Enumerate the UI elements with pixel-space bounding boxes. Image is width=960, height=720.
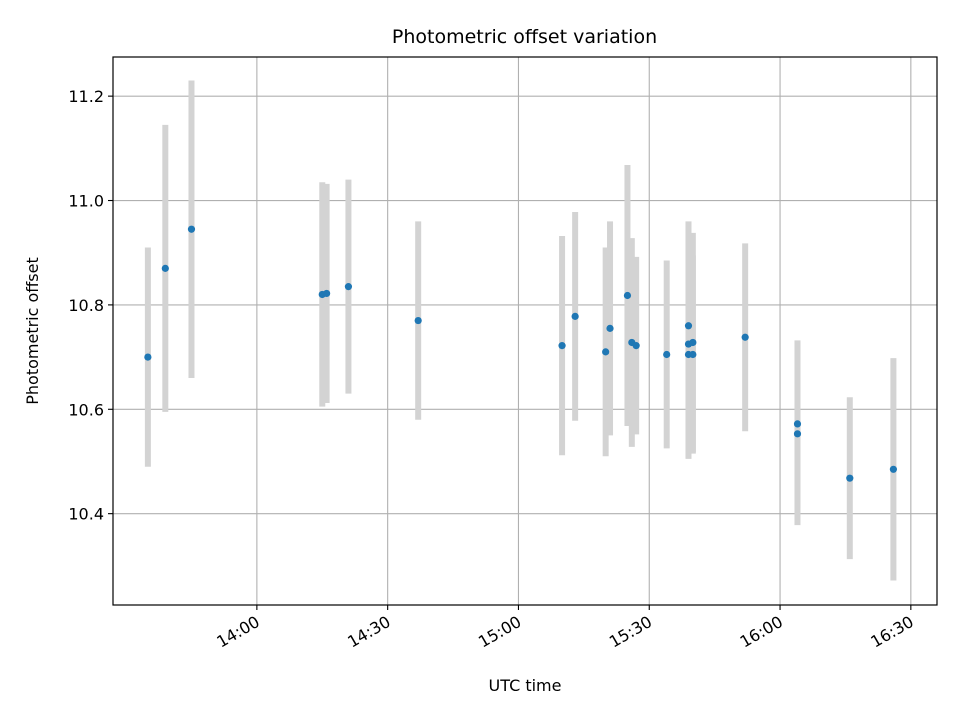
y-tick-label: 11.2 <box>68 87 104 106</box>
y-tick-label: 10.8 <box>68 296 104 315</box>
data-point <box>632 342 640 350</box>
axis-ticks: 14:00 14:30 15:00 15:30 16:00 16:30 10.4 10.6 10… <box>68 87 916 651</box>
x-tick-label: 14:30 <box>344 612 393 652</box>
data-point <box>846 474 854 482</box>
data-point <box>414 316 422 325</box>
data-point <box>741 333 749 341</box>
data-point <box>161 264 169 272</box>
data-point <box>558 342 566 350</box>
data-point <box>144 353 152 361</box>
data-point <box>684 322 693 330</box>
data-point <box>689 350 697 359</box>
data-point <box>344 283 353 291</box>
x-axis-label: UTC time <box>489 676 562 695</box>
y-axis-label: Photometric offset <box>23 257 42 405</box>
data-point <box>793 430 802 438</box>
data-point <box>793 420 802 428</box>
data-point <box>571 312 579 320</box>
x-tick-label: 16:30 <box>867 612 916 652</box>
data-point <box>689 338 697 347</box>
data-point <box>663 350 671 359</box>
x-tick-label: 14:00 <box>213 612 262 652</box>
plot-frame <box>112 56 938 606</box>
y-tick-label: 10.4 <box>68 505 104 524</box>
data-point <box>606 324 614 332</box>
grid-lines <box>113 57 937 605</box>
data-point <box>889 465 898 473</box>
chart-title: Photometric offset variation <box>392 26 657 48</box>
x-tick-label: 15:30 <box>606 612 655 652</box>
data-point <box>187 225 196 233</box>
data-point <box>602 348 610 356</box>
data-points <box>144 225 898 482</box>
x-tick-label: 16:00 <box>737 612 786 652</box>
y-tick-label: 11.0 <box>68 192 104 211</box>
y-tick-label: 10.6 <box>68 400 104 419</box>
error-bars <box>144 80 897 581</box>
data-point <box>323 289 331 298</box>
data-point <box>623 291 632 300</box>
x-tick-label: 15:00 <box>475 612 524 652</box>
